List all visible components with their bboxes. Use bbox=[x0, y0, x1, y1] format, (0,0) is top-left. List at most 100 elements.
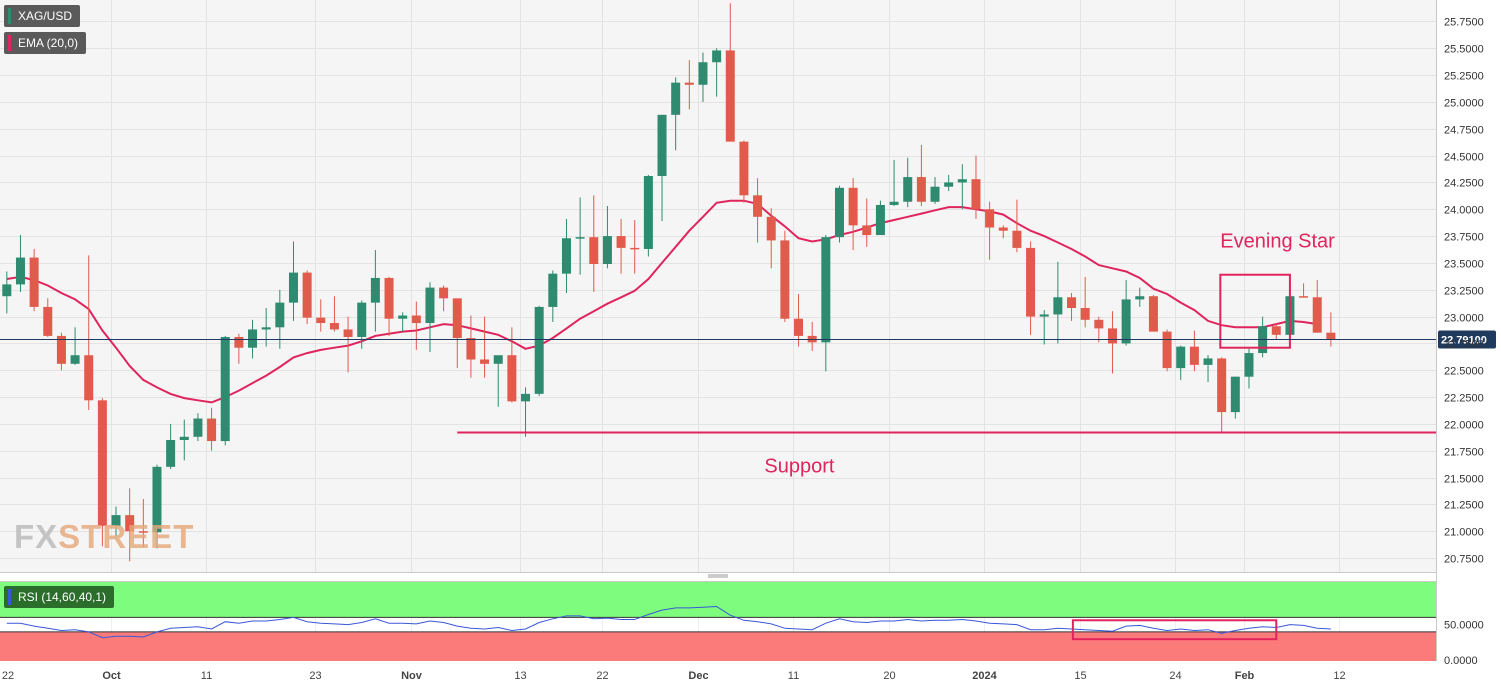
bullish-candle bbox=[821, 235, 831, 372]
y-tick-label: 25.0000 bbox=[1444, 98, 1484, 110]
candle-body bbox=[834, 187, 844, 238]
y-tick-label: 24.2500 bbox=[1444, 178, 1484, 190]
candle-body bbox=[753, 195, 763, 217]
bullish-candle bbox=[152, 464, 162, 549]
rsi-badge[interactable]: RSI (14,60,40,1) bbox=[4, 586, 115, 608]
candle-body bbox=[1312, 297, 1322, 333]
bearish-candle bbox=[1148, 295, 1158, 332]
candle-body bbox=[234, 336, 244, 348]
rsi-highlight-box bbox=[1071, 619, 1278, 641]
candle-body bbox=[166, 440, 176, 467]
bearish-candle bbox=[1162, 329, 1172, 372]
bearish-candle bbox=[780, 230, 790, 322]
y-tick-label: 22.5000 bbox=[1444, 366, 1484, 378]
candle-body bbox=[411, 315, 421, 324]
candle-body bbox=[903, 177, 913, 202]
brand-watermark: FXSTREET bbox=[14, 518, 194, 556]
candle-body bbox=[944, 182, 954, 187]
candle-body bbox=[1135, 296, 1145, 300]
ema-badge[interactable]: EMA (20,0) bbox=[4, 32, 87, 54]
candle-body bbox=[316, 317, 326, 324]
bearish-candle bbox=[466, 315, 476, 378]
bullish-candle bbox=[1135, 287, 1145, 307]
x-tick-label: Dec bbox=[688, 670, 708, 682]
candle-body bbox=[1189, 346, 1199, 365]
candle-body bbox=[930, 186, 940, 202]
bullish-candle bbox=[70, 327, 80, 365]
candle-body bbox=[15, 257, 25, 285]
rsi-overbought-zone bbox=[0, 581, 1436, 618]
bearish-candle bbox=[56, 332, 66, 371]
candle-body bbox=[1217, 358, 1227, 413]
bullish-candle bbox=[493, 355, 503, 407]
candle-body bbox=[193, 418, 203, 437]
bullish-candle bbox=[712, 48, 722, 97]
y-tick-label: 24.5000 bbox=[1444, 152, 1484, 164]
bearish-candle bbox=[1012, 199, 1022, 253]
bullish-candle bbox=[602, 206, 612, 269]
candle-body bbox=[1121, 299, 1131, 344]
bullish-candle bbox=[111, 506, 121, 537]
current-price-tag bbox=[1438, 330, 1496, 349]
bearish-candle bbox=[234, 333, 244, 364]
bullish-candle bbox=[193, 413, 203, 442]
bearish-candle bbox=[452, 298, 462, 369]
rsi-swatch bbox=[8, 589, 11, 605]
y-tick-label: 25.5000 bbox=[1444, 44, 1484, 56]
y-tick-label: 21.7500 bbox=[1444, 447, 1484, 459]
candle-body bbox=[302, 272, 312, 318]
x-tick-label: 13 bbox=[514, 670, 526, 682]
bearish-candle bbox=[1189, 330, 1199, 372]
x-tick-label: Nov bbox=[401, 670, 423, 682]
candle-body bbox=[384, 277, 394, 319]
bearish-candle bbox=[138, 499, 148, 548]
bullish-candle bbox=[2, 271, 12, 314]
candle-body bbox=[329, 323, 339, 330]
candle-body bbox=[1012, 230, 1022, 248]
candle-body bbox=[125, 515, 135, 532]
bearish-candle bbox=[1271, 324, 1281, 340]
bullish-candle bbox=[534, 305, 544, 396]
bullish-candle bbox=[1053, 261, 1063, 344]
bullish-candle bbox=[166, 423, 176, 469]
bearish-candle bbox=[794, 294, 804, 347]
bullish-candle bbox=[179, 419, 189, 461]
bullish-candle bbox=[957, 164, 967, 210]
bullish-candle bbox=[561, 218, 571, 293]
bearish-candle bbox=[1217, 357, 1227, 433]
x-tick-label: 11 bbox=[788, 670, 799, 682]
bullish-candle bbox=[889, 159, 899, 207]
bullish-candle bbox=[425, 282, 435, 352]
pane-resize-handle[interactable] bbox=[708, 574, 728, 578]
candle-body bbox=[630, 247, 640, 250]
bearish-candle bbox=[207, 407, 217, 451]
brand-suffix: STREET bbox=[58, 518, 195, 555]
y-tick-label: 23.2500 bbox=[1444, 286, 1484, 298]
symbol-badge[interactable]: XAG/USD bbox=[4, 5, 81, 27]
candle-body bbox=[56, 335, 66, 364]
candle-body bbox=[138, 531, 148, 533]
y-tick-label: 21.0000 bbox=[1444, 527, 1484, 539]
bearish-candle bbox=[1067, 292, 1077, 321]
evening-star-label: Evening Star bbox=[1220, 231, 1335, 253]
bearish-candle bbox=[725, 3, 735, 142]
bearish-candle bbox=[329, 296, 339, 332]
candle-body bbox=[1299, 296, 1309, 298]
support-label: Support bbox=[764, 455, 834, 477]
x-tick-label: 20 bbox=[883, 670, 895, 682]
candle-body bbox=[589, 237, 599, 264]
current-price-value: 22.79100 bbox=[1441, 335, 1487, 347]
candle-body bbox=[561, 238, 571, 274]
candle-body bbox=[111, 515, 121, 526]
candle-body bbox=[889, 201, 899, 205]
candle-body bbox=[548, 273, 558, 307]
candle-body bbox=[507, 355, 517, 402]
y-tick-label: 22.7500 bbox=[1444, 339, 1484, 351]
bullish-candle bbox=[398, 312, 408, 332]
candle-body bbox=[1107, 328, 1117, 344]
candle-body bbox=[425, 287, 435, 324]
x-tick-label: Oct bbox=[102, 670, 121, 682]
candle-body bbox=[534, 306, 544, 394]
